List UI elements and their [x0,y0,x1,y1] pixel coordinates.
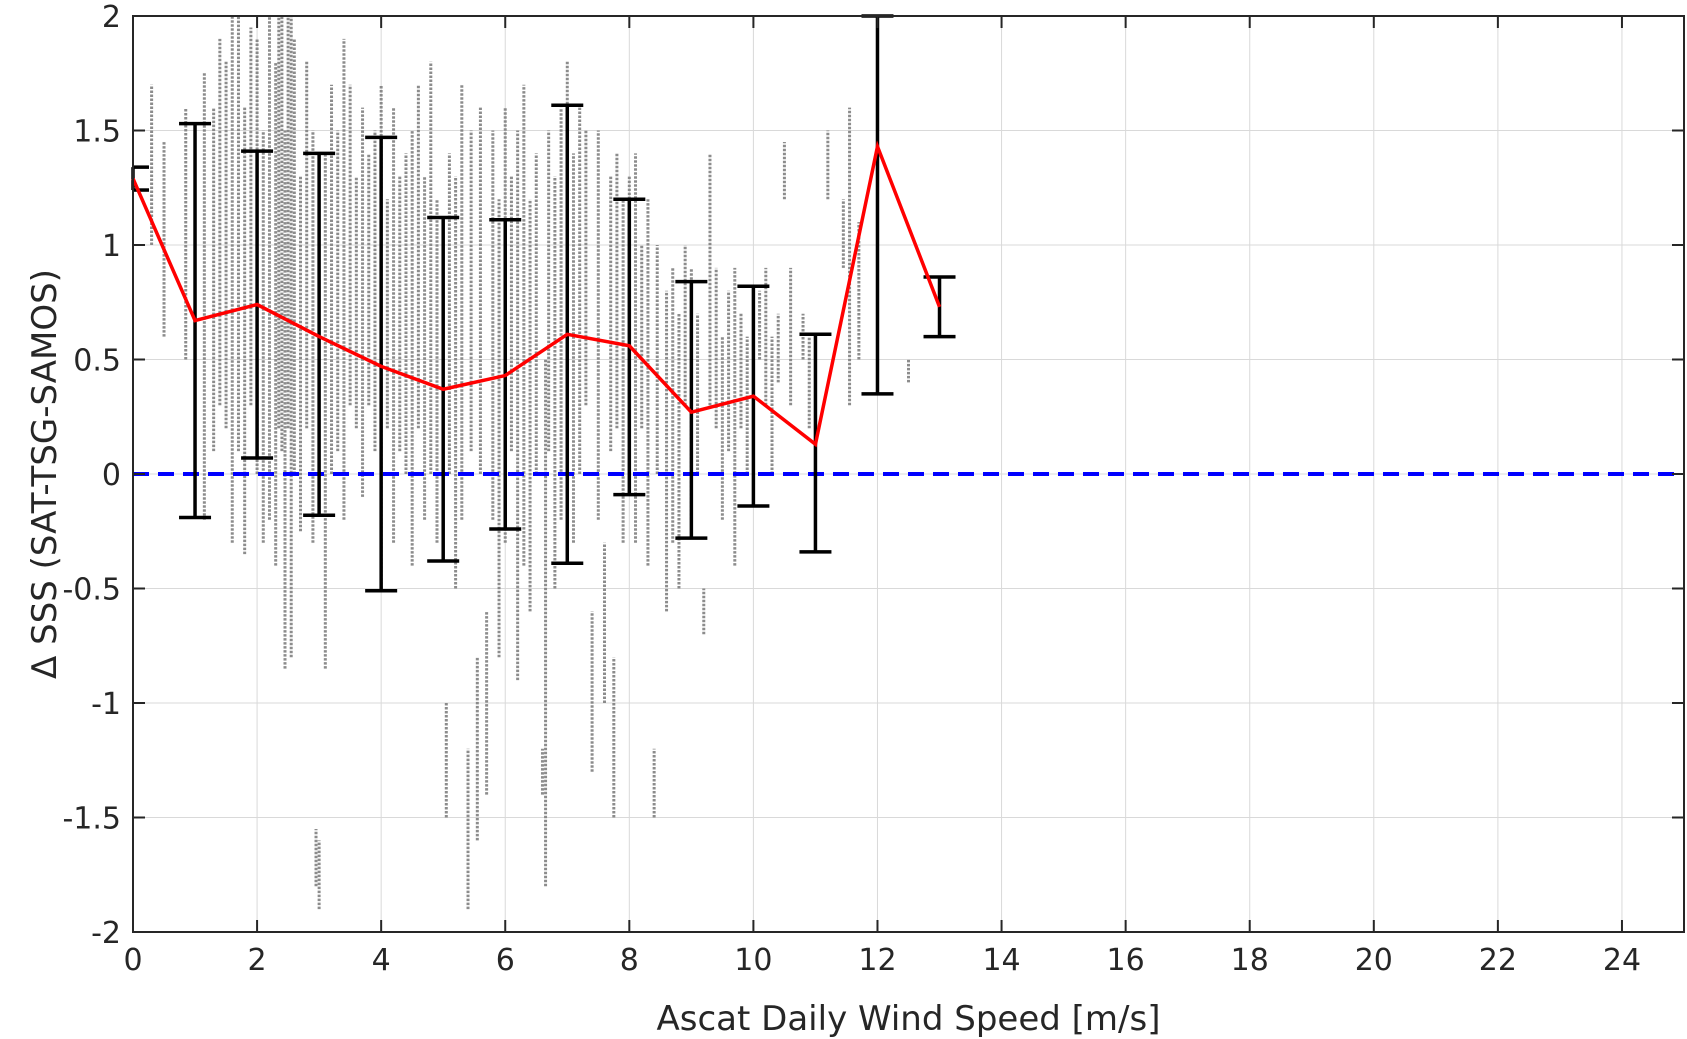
scatter-points [150,16,910,910]
x-tick-label: 16 [1107,943,1145,978]
x-tick-label: 14 [982,943,1020,978]
y-tick-label: -1.5 [62,802,121,837]
mean-line [131,140,942,448]
y-tick-label: 2 [102,0,121,35]
y-tick-label: 1 [102,229,121,264]
y-tick-label: 1.5 [73,115,121,150]
x-tick-label: 20 [1355,943,1393,978]
y-axis-title: Δ SSS (SAT-TSG-SAMOS) [25,269,65,679]
y-tick-label: -0.5 [62,573,121,608]
y-tick-label: -1 [91,687,121,722]
y-tick-label: 0.5 [73,344,121,379]
x-tick-label: 0 [123,943,142,978]
x-tick-label: 6 [496,943,515,978]
x-ticks: 0 2 4 6 8 10 12 14 16 18 20 22 24 [123,16,1641,978]
x-tick-label: 2 [248,943,267,978]
x-tick-label: 24 [1603,943,1641,978]
x-tick-label: 22 [1479,943,1517,978]
y-tick-label: 0 [102,458,121,493]
x-tick-label: 8 [620,943,639,978]
x-axis-title: Ascat Daily Wind Speed [m/s] [657,999,1161,1039]
x-tick-label: 10 [734,943,772,978]
x-tick-label: 12 [858,943,896,978]
x-tick-label: 4 [372,943,391,978]
mean-line-layer [131,140,942,448]
y-tick-label: -2 [91,916,121,951]
x-tick-label: 18 [1231,943,1269,978]
y-ticks: -2 -1.5 -1 -0.5 0 0.5 1 1.5 2 [62,0,1684,951]
